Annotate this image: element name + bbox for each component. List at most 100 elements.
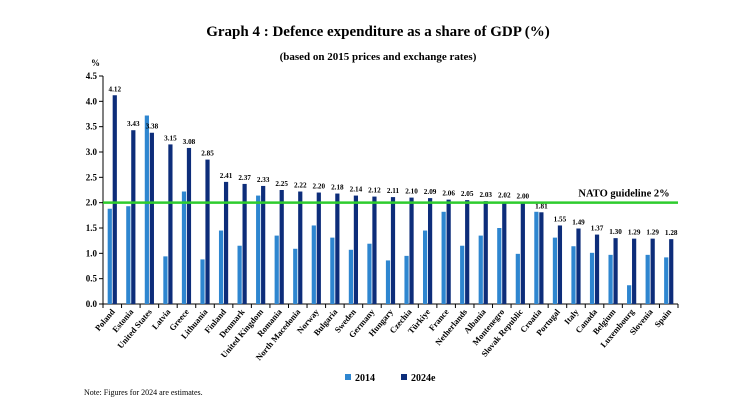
bar-2024e: [539, 212, 544, 304]
bar-2024e: [316, 192, 321, 304]
bar-2014: [552, 237, 558, 304]
bar-2024e: [520, 202, 525, 304]
bar-2014: [200, 259, 205, 304]
y-tick-label: 0.5: [86, 274, 98, 284]
chart-title: Graph 4 : Defence expenditure as a share…: [206, 24, 550, 40]
bar-2024e: [557, 225, 563, 304]
bar-2014: [460, 245, 465, 304]
data-label-2024e: 2.10: [405, 188, 418, 196]
bar-2024e: [594, 234, 600, 304]
bar-2014: [330, 237, 335, 304]
data-label-2024e: 3.38: [146, 123, 159, 131]
bar-2014: [534, 211, 539, 304]
bar-2014: [293, 248, 298, 304]
bar-2024e: [242, 183, 247, 304]
bar-2014: [441, 211, 446, 304]
data-label-2024e: 1.30: [609, 228, 622, 236]
data-label-2024e: 2.05: [461, 190, 474, 198]
legend-swatch-2014: [345, 374, 351, 380]
bar-2014: [181, 191, 187, 304]
y-axis-label: %: [91, 58, 100, 68]
y-tick-label: 4.5: [86, 71, 98, 81]
bar-2014: [497, 228, 502, 304]
bar-2024e: [465, 200, 470, 304]
data-label-2024e: 2.11: [387, 187, 400, 195]
data-label-2024e: 3.08: [183, 138, 196, 146]
bar-2014: [107, 208, 112, 304]
bar-2024e: [483, 201, 488, 304]
legend-label-2014: 2014: [355, 373, 375, 384]
bar-2024e: [409, 197, 414, 304]
data-label-2024e: 1.28: [665, 229, 678, 237]
data-label-2024e: 1.55: [554, 215, 567, 223]
y-tick-label: 3.0: [86, 147, 98, 157]
y-tick-label: 3.5: [86, 122, 98, 132]
reference-line-label: NATO guideline 2%: [578, 189, 669, 200]
bar-2024e: [372, 196, 377, 304]
bar-2014: [163, 256, 168, 304]
bar-2014: [256, 195, 261, 304]
bar-2024e: [335, 193, 340, 304]
data-label-2024e: 1.29: [628, 229, 641, 237]
y-tick-label: 1.0: [86, 248, 98, 258]
bar-2024e: [632, 238, 637, 304]
data-label-2024e: 2.20: [313, 183, 326, 191]
y-tick-label: 1.5: [86, 223, 98, 233]
bar-2014: [515, 253, 520, 304]
data-label-2024e: 3.43: [127, 120, 140, 128]
bar-2024e: [576, 228, 581, 304]
data-label-2024e: 2.33: [257, 176, 270, 184]
data-label-2024e: 3.15: [164, 134, 177, 142]
bar-2014: [237, 245, 242, 304]
bar-2024e: [650, 238, 655, 304]
data-label-2024e: 2.25: [275, 180, 288, 188]
y-tick-label: 2.5: [86, 172, 98, 182]
bar-2024e: [261, 185, 266, 304]
bar-2014: [126, 206, 131, 304]
data-label-2024e: 2.00: [517, 193, 530, 201]
bar-2024e: [279, 190, 284, 304]
bar-2014: [385, 260, 391, 304]
data-label-2024e: 1.37: [591, 225, 604, 233]
bar-2024e: [669, 239, 674, 304]
y-tick-label: 2.0: [86, 198, 98, 208]
chart-subtitle: (based on 2015 prices and exchange rates…: [279, 51, 477, 63]
bar-2014: [367, 243, 372, 304]
y-tick-label: 4.0: [86, 96, 98, 106]
bar-2024e: [502, 201, 507, 304]
data-label-2024e: 2.37: [238, 174, 251, 182]
bar-2024e: [446, 199, 451, 304]
bar-2024e: [390, 197, 396, 304]
data-label-2024e: 2.09: [424, 188, 437, 196]
bar-2014: [478, 235, 483, 304]
bar-2024e: [149, 132, 154, 304]
bar-2014: [589, 252, 595, 304]
data-label-2024e: 2.02: [498, 192, 511, 200]
bar-2014: [144, 115, 149, 305]
data-label-2024e: 2.03: [479, 191, 492, 199]
data-label-2024e: 1.29: [646, 229, 659, 237]
bar-2014: [664, 257, 669, 304]
data-label-2024e: 2.41: [220, 172, 233, 180]
bar-2014: [422, 230, 428, 304]
bar-2024e: [131, 130, 136, 304]
bar-2014: [348, 249, 354, 304]
bar-2024e: [353, 195, 359, 304]
data-label-2024e: 1.81: [535, 202, 548, 210]
y-tick-label: 0.0: [86, 299, 98, 309]
footnote: Note: Figures for 2024 are estimates.: [84, 388, 203, 397]
legend-swatch-2024e: [401, 374, 407, 380]
bar-2024e: [205, 159, 210, 304]
bar-2014: [274, 235, 279, 304]
data-label-2024e: 1.49: [572, 219, 585, 227]
bar-2024e: [427, 198, 433, 304]
bar-2014: [571, 246, 576, 304]
bar-2024e: [112, 95, 117, 305]
data-label-2024e: 2.22: [294, 182, 307, 190]
bar-2024e: [223, 181, 229, 304]
data-label-2024e: 2.85: [201, 150, 214, 158]
bar-2014: [645, 254, 650, 304]
legend-label-2024e: 2024e: [411, 373, 436, 384]
bar-2014: [608, 254, 613, 304]
